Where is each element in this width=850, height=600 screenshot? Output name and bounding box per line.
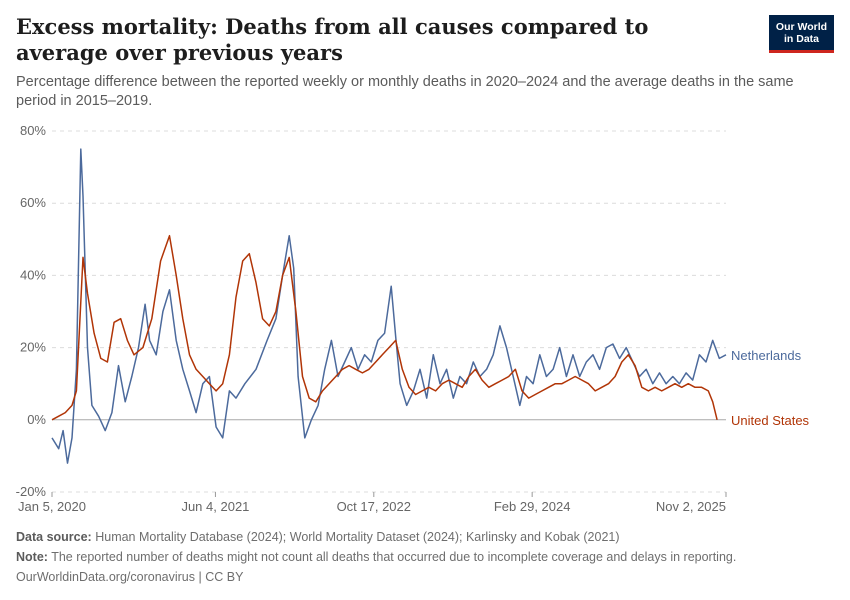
owid-logo[interactable]: Our World in Data — [769, 15, 834, 53]
logo-line-2: in Data — [783, 33, 819, 45]
y-tick-label: 20% — [20, 340, 46, 355]
x-axis-ticks: Jan 5, 2020 Jun 4, 2021 Oct 17, 2022 Feb 29… — [18, 492, 727, 514]
x-tick-label: Oct 17, 2022 — [337, 499, 411, 514]
logo-line-1: Our World — [775, 21, 828, 33]
series-labels: Netherlands United States — [731, 348, 810, 428]
y-tick-label: 0% — [27, 412, 46, 427]
y-tick-label: -20% — [16, 484, 47, 499]
x-tick-label: Feb 29, 2024 — [494, 499, 571, 514]
y-tick-label: 60% — [20, 195, 46, 210]
y-axis-ticks: -20% 0% 20% 40% 60% 80% — [16, 123, 47, 499]
data-source-label: Data source: — [16, 530, 92, 544]
series-line-united-states[interactable] — [51, 234, 718, 421]
chart-title: Excess mortality: Deaths from all causes… — [16, 14, 649, 65]
series-line-netherlands[interactable] — [51, 148, 727, 464]
y-tick-label: 40% — [20, 267, 46, 282]
note-text: The reported number of deaths might not … — [51, 550, 737, 564]
x-tick-label: Jan 5, 2020 — [18, 499, 86, 514]
y-tick-label: 80% — [20, 123, 46, 138]
data-source-line: Data source: Human Mortality Database (2… — [16, 529, 620, 545]
grid-lines — [52, 130, 726, 493]
note-label: Note: — [16, 550, 48, 564]
series-label-netherlands[interactable]: Netherlands — [731, 348, 802, 363]
chart-subtitle: Percentage difference between the report… — [16, 74, 794, 109]
data-source-text[interactable]: Human Mortality Database (2024); World M… — [95, 530, 620, 544]
series-label-united-states[interactable]: United States — [731, 413, 810, 428]
note-line: Note: The reported number of deaths migh… — [16, 549, 736, 565]
credit-line[interactable]: OurWorldinData.org/coronavirus | CC BY — [16, 570, 244, 584]
series-lines — [51, 148, 727, 464]
x-tick-label: Nov 2, 2025 — [656, 499, 726, 514]
x-tick-label: Jun 4, 2021 — [181, 499, 249, 514]
